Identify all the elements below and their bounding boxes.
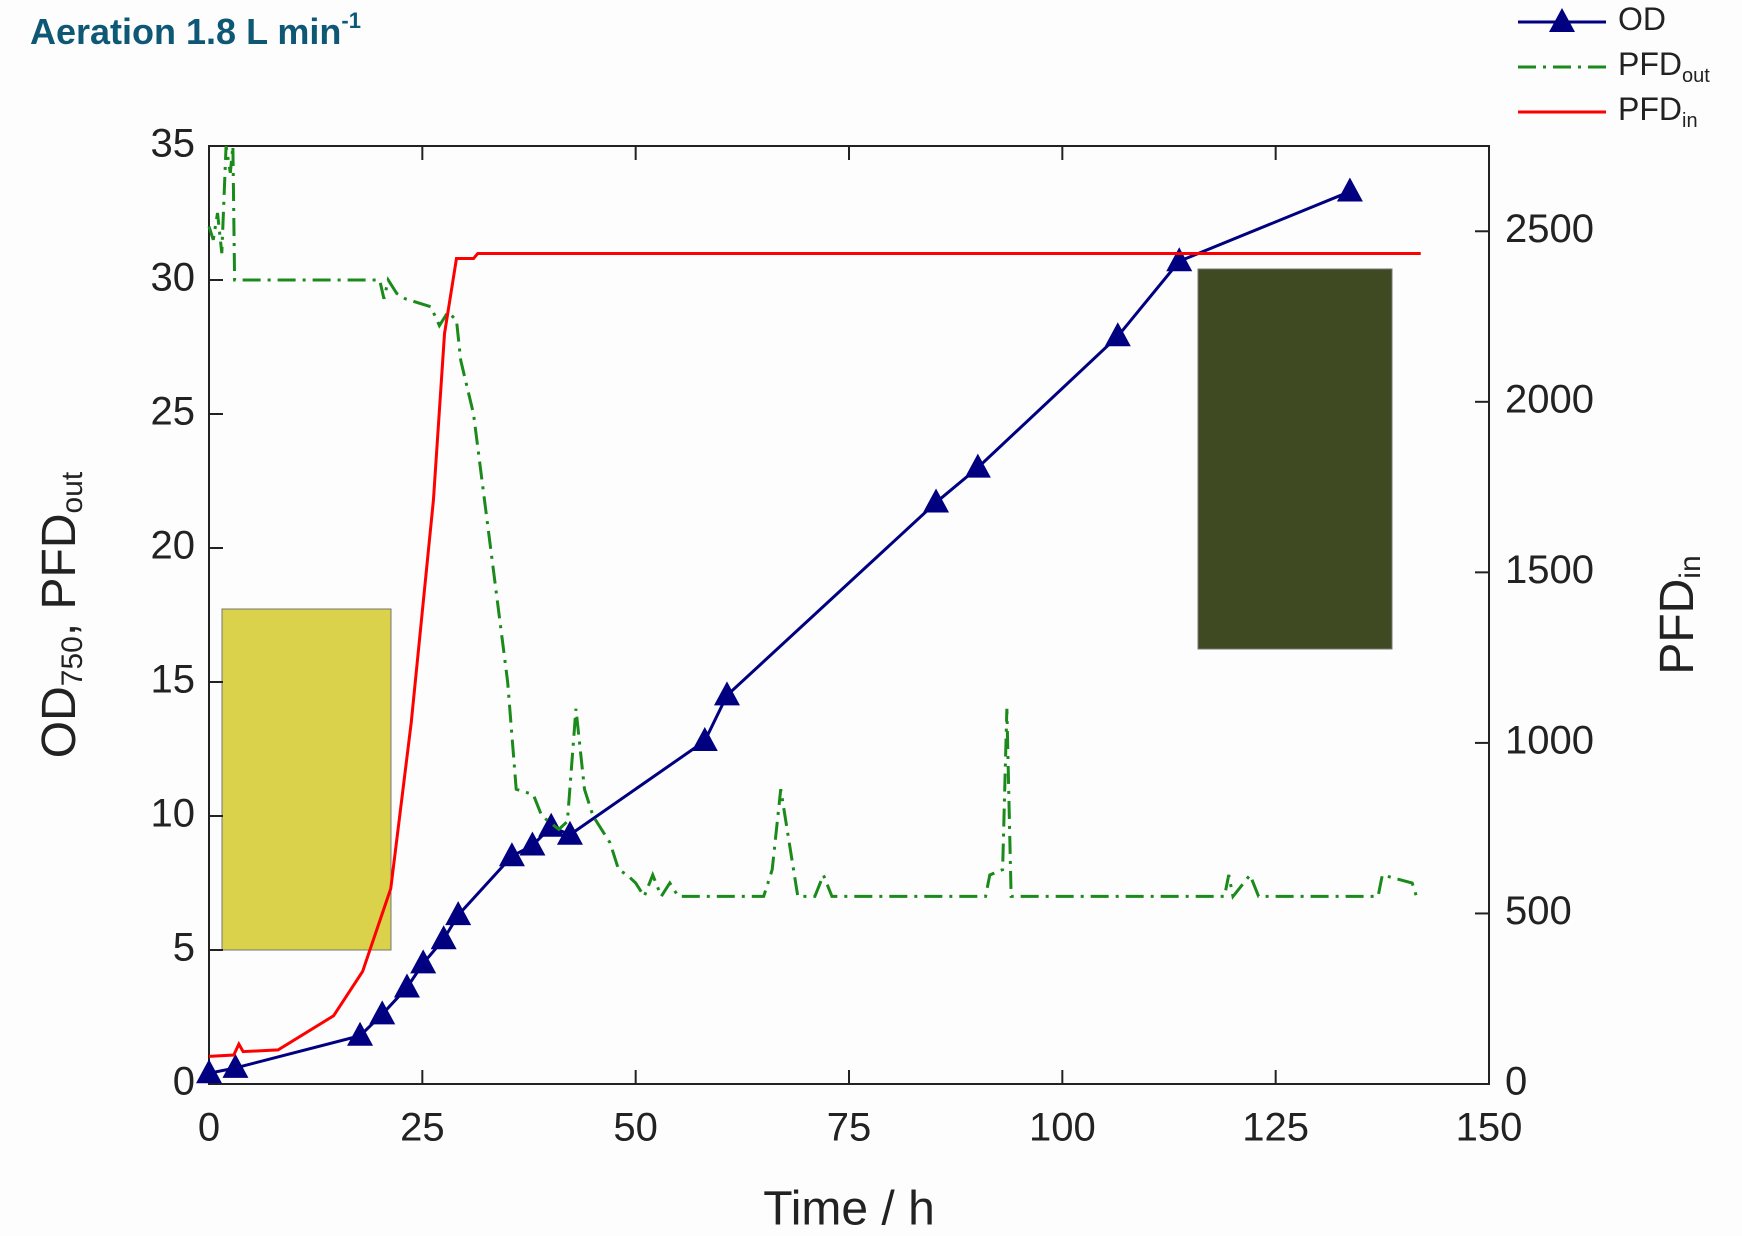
y2-tick-label: 2500	[1505, 207, 1594, 251]
data-point	[410, 949, 437, 974]
data-point	[923, 488, 950, 513]
data-point	[1104, 322, 1131, 347]
legend-name: PFD	[1618, 46, 1682, 82]
y2-axis-label-part: in	[1674, 555, 1707, 578]
y-tick-label: 5	[173, 926, 195, 970]
y2-axis-label: PFDin	[1651, 555, 1707, 674]
y-tick-label: 0	[173, 1060, 195, 1104]
y2-tick-label: 1500	[1505, 548, 1594, 592]
legend-name-sub: out	[1682, 65, 1710, 87]
legend-label: OD	[1618, 1, 1666, 37]
data-point	[498, 842, 525, 867]
legend-name-sub: in	[1682, 110, 1698, 132]
data-point	[347, 1021, 374, 1046]
y2-tick-label: 1000	[1505, 718, 1594, 762]
data-point	[196, 1059, 222, 1084]
x-tick-label: 125	[1242, 1106, 1309, 1150]
x-tick-label: 0	[198, 1106, 220, 1150]
title-text: Aeration 1.8 L min	[30, 11, 341, 52]
data-point	[1166, 247, 1193, 272]
legend-marker	[1549, 8, 1575, 32]
y-tick-label: 10	[151, 792, 196, 836]
photo-green-reactor	[1197, 268, 1393, 650]
photo-yellow-reactor	[221, 608, 392, 951]
data-point	[713, 681, 740, 706]
title-superscript: -1	[341, 8, 361, 33]
y-tick-label: 35	[151, 122, 196, 166]
data-point	[964, 453, 991, 478]
y-tick-label: 15	[151, 658, 196, 702]
data-point	[519, 831, 546, 856]
y-axis-label: OD750, PFDout	[33, 471, 89, 758]
legend-label: PFDin	[1618, 91, 1698, 132]
x-tick-label: 75	[827, 1106, 872, 1150]
data-point	[556, 820, 583, 845]
y2-tick-label: 500	[1505, 889, 1572, 933]
y-tick-label: 25	[151, 390, 196, 434]
x-tick-label: 25	[400, 1106, 445, 1150]
x-tick-label: 50	[613, 1106, 658, 1150]
data-point	[538, 812, 565, 837]
y-tick-label: 20	[151, 524, 196, 568]
y2-axis-label-part: PFD	[1651, 579, 1704, 675]
y-axis-label-part: out	[56, 471, 89, 513]
data-point	[369, 1000, 396, 1025]
y-axis-label-part: , PFD	[33, 513, 86, 636]
data-point	[691, 726, 718, 751]
y2-tick-label: 2000	[1505, 377, 1594, 421]
chart-title: Aeration 1.8 L min-1	[30, 8, 361, 52]
series-line	[208, 251, 1421, 1058]
data-point	[445, 901, 472, 926]
data-point	[1336, 177, 1363, 202]
y-axis-label-part: OD	[33, 686, 86, 758]
y-tick-label: 30	[151, 256, 196, 300]
x-tick-label: 100	[1029, 1106, 1096, 1150]
data-point	[222, 1053, 249, 1078]
legend-name: OD	[1618, 1, 1666, 37]
x-axis-label: Time / h	[763, 1183, 935, 1236]
legend-name: PFD	[1618, 91, 1682, 127]
legend-label: PFDout	[1618, 46, 1710, 87]
data-point	[393, 973, 420, 998]
y-axis-label-part: 750	[56, 636, 89, 686]
x-tick-label: 150	[1456, 1106, 1523, 1150]
series-line	[207, 145, 1418, 900]
data-point	[430, 925, 457, 950]
y2-tick-label: 0	[1505, 1060, 1527, 1104]
